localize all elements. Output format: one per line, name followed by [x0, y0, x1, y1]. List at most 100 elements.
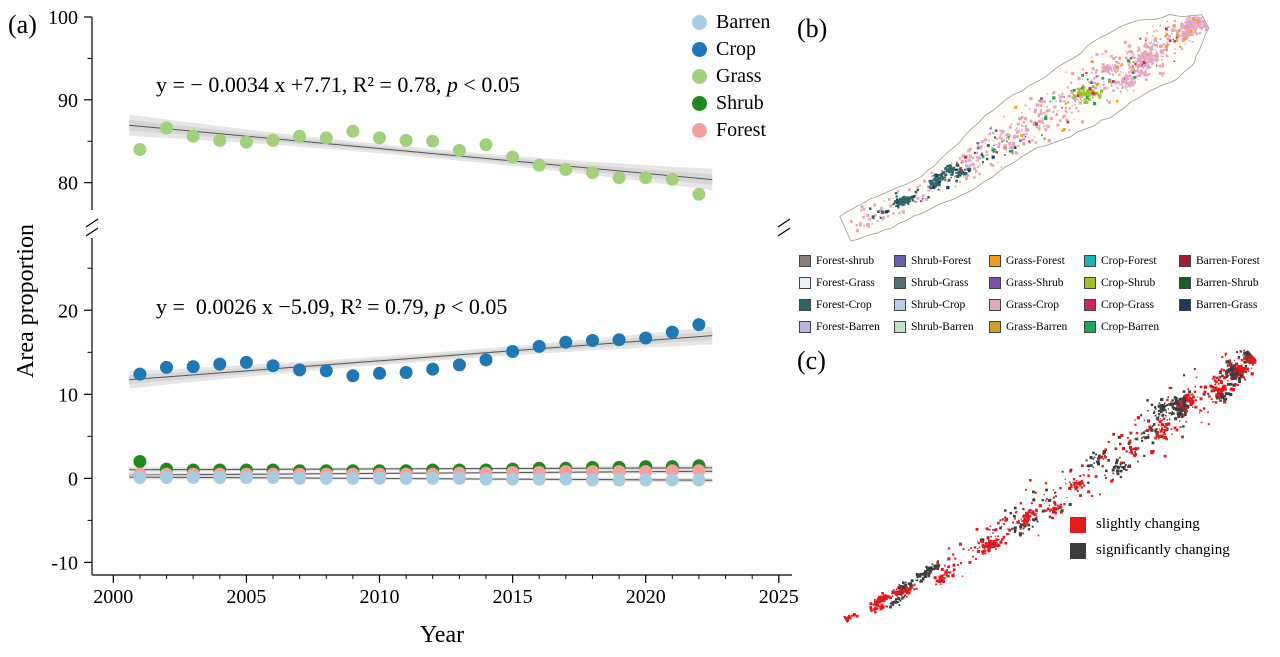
transition-swatch [894, 299, 906, 311]
transition-label: Crop-Shrub [1101, 277, 1156, 289]
transition-swatch [1179, 277, 1191, 289]
legend-label: Barren [716, 11, 771, 33]
transition-swatch [1084, 277, 1096, 289]
transition-legend-item: Grass-Shrub [989, 273, 1084, 293]
transition-legend-item: Grass-Crop [989, 295, 1084, 315]
equation-tail: < 0.05 [445, 294, 508, 319]
transition-swatch [799, 277, 811, 289]
transition-label: Barren-Grass [1196, 299, 1258, 311]
x-axis-title: Year [419, 622, 465, 648]
transition-swatch [894, 277, 906, 289]
transition-legend-item: Crop-Shrub [1084, 273, 1179, 293]
transition-legend-item: Shrub-Crop [894, 295, 989, 315]
slightly-changing-swatch [1070, 516, 1086, 533]
svg-text:80: 80 [58, 173, 78, 195]
equation-text: y = 0.0026 x −5.09, R² = 0.79, [156, 294, 435, 319]
crop-marker [692, 42, 707, 57]
transition-swatch [989, 299, 1001, 311]
slightly-changing-label: slightly changing [1096, 516, 1200, 532]
barren-marker [692, 15, 707, 30]
series-crop-points [133, 318, 706, 383]
svg-text:-10: -10 [51, 552, 78, 574]
transition-swatch [894, 255, 906, 267]
legend-label: Forest [716, 119, 766, 141]
transition-speckles [849, 14, 1208, 233]
svg-text:90: 90 [58, 90, 78, 112]
transition-legend-item: Forest-shrub [799, 251, 894, 271]
change-legend: slightly changing significantly changing [1070, 516, 1230, 568]
transition-label: Shrub-Crop [911, 299, 966, 311]
transition-label: Barren-Shrub [1196, 277, 1259, 289]
transition-label: Shrub-Grass [911, 277, 969, 289]
transition-label: Forest-shrub [816, 255, 875, 267]
transition-label: Crop-Forest [1101, 255, 1157, 267]
legend-item-significantly-changing: significantly changing [1070, 542, 1230, 559]
panel-b-label: (b) [797, 14, 828, 43]
transition-swatch [1179, 255, 1191, 267]
legend-item-shrub: Shrub [692, 92, 770, 114]
svg-text:2020: 2020 [626, 586, 666, 608]
legend-item-slightly-changing: slightly changing [1070, 516, 1230, 533]
transition-label: Forest-Crop [816, 299, 872, 311]
svg-text:10: 10 [58, 384, 78, 406]
transition-legend-item: Barren-Grass [1179, 295, 1274, 315]
svg-text:2005: 2005 [226, 586, 266, 608]
transition-legend: Forest-shrub Shrub-Forest Grass-Forest Crop… [799, 251, 1274, 337]
transition-swatch [799, 321, 811, 333]
legend-item-forest: Forest [692, 119, 770, 141]
shrub-marker [692, 96, 707, 111]
svg-text:2025: 2025 [759, 586, 799, 608]
p-symbol: p [434, 294, 446, 319]
transition-legend-item: Forest-Grass [799, 273, 894, 293]
significantly-changing-swatch [1070, 542, 1086, 559]
equation-tail: < 0.05 [457, 72, 520, 97]
forest-marker [692, 123, 707, 138]
p-symbol: p [446, 72, 458, 97]
series-grass-points [133, 121, 706, 201]
transition-legend-item: Shrub-Grass [894, 273, 989, 293]
transition-label: Grass-Barren [1006, 321, 1068, 333]
panel-a-label: (a) [8, 10, 37, 39]
transition-legend-item: Barren-Forest [1179, 251, 1274, 271]
transition-swatch [799, 255, 811, 267]
legend-item-grass: Grass [692, 65, 770, 87]
land-cover-change-map [839, 14, 1210, 242]
svg-text:100: 100 [48, 7, 78, 29]
crop-regression-equation: y = 0.0026 x −5.09, R² = 0.79, p < 0.05 [145, 268, 507, 320]
transition-swatch [1084, 321, 1096, 333]
svg-text:20: 20 [58, 300, 78, 322]
transition-swatch [1084, 299, 1096, 311]
transition-label: Crop-Barren [1101, 321, 1160, 333]
transition-label: Crop-Grass [1101, 299, 1155, 311]
transition-label: Forest-Barren [816, 321, 880, 333]
transition-label: Grass-Crop [1006, 299, 1060, 311]
transition-legend-item: Shrub-Barren [894, 317, 989, 337]
transition-label: Grass-Forest [1006, 255, 1065, 267]
change-significance-map [842, 349, 1257, 623]
svg-text:2010: 2010 [359, 586, 399, 608]
transition-swatch [989, 277, 1001, 289]
transition-label: Shrub-Forest [911, 255, 972, 267]
transition-legend-item: Crop-Forest [1084, 251, 1179, 271]
transition-swatch [1179, 299, 1191, 311]
legend-item-barren: Barren [692, 11, 771, 33]
y-axis-title: Area proportion [13, 224, 39, 378]
transition-legend-item: Grass-Barren [989, 317, 1084, 337]
transition-legend-item: Shrub-Forest [894, 251, 989, 271]
chart-legend: Barren Crop Grass Shrub Forest [692, 11, 771, 147]
transition-label: Barren-Forest [1196, 255, 1260, 267]
legend-label: Grass [716, 65, 762, 87]
legend-item-crop: Crop [692, 38, 770, 60]
panel-c-label: (c) [797, 346, 826, 375]
transition-label: Forest-Grass [816, 277, 875, 289]
grass-regression-equation: y = − 0.0034 x +7.71, R² = 0.78, p < 0.0… [145, 46, 520, 98]
transition-legend-item: Crop-Barren [1084, 317, 1179, 337]
svg-text:2000: 2000 [93, 586, 133, 608]
svg-text:2015: 2015 [493, 586, 533, 608]
transition-legend-item: Barren-Shrub [1179, 273, 1274, 293]
area-proportion-chart: 80 90 100 -10 0 10 20 2000 2005 2010 2015 2020 2025 [48, 7, 799, 608]
transition-swatch [799, 299, 811, 311]
significantly-changing-label: significantly changing [1096, 542, 1230, 558]
transition-legend-item: Crop-Grass [1084, 295, 1179, 315]
transition-swatch [989, 255, 1001, 267]
